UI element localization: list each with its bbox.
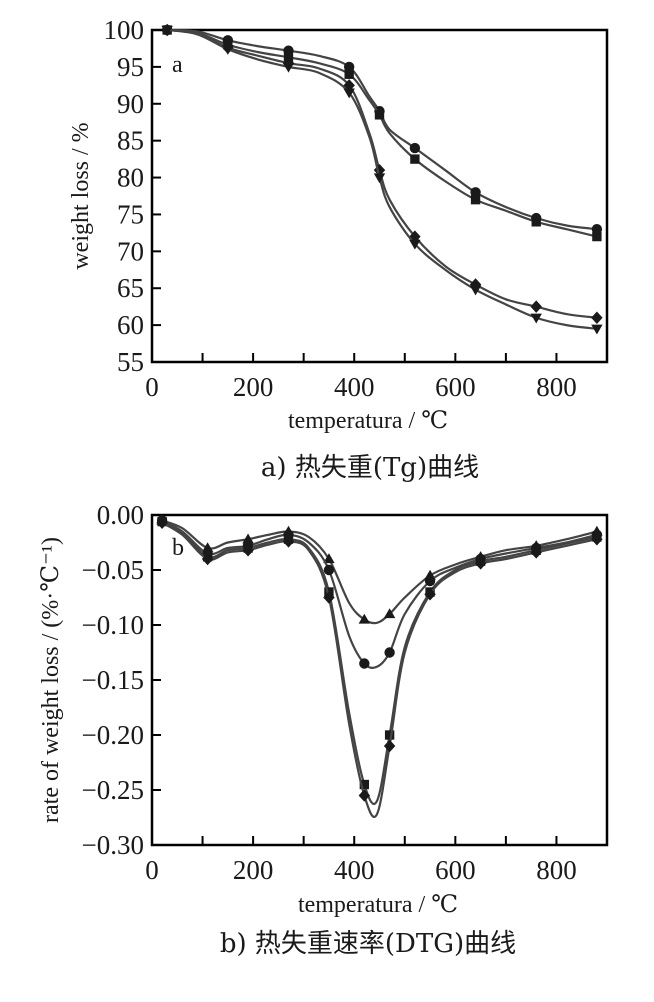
panel-a-series-2-point: [410, 154, 420, 164]
panel-b-series-4-point: [358, 789, 371, 802]
panel-b-ticks: 0 200 400 600 800 −0.30 −0.25 −0.20 −0.15 −0.10 −0…: [82, 500, 577, 885]
panel-b-series-4-point: [156, 516, 168, 529]
panel-b-series-4-point: [424, 587, 436, 601]
panel-a-series-4-point: [282, 62, 295, 73]
y-tick-label: 85: [117, 126, 144, 156]
panel-a-series-2-point: [344, 69, 354, 79]
panel-b-series-4-line: [161, 521, 598, 818]
panel-a-series-4-point: [343, 88, 355, 99]
panel-a-series-1-point: [591, 224, 603, 235]
x-tick-label: 0: [145, 855, 159, 885]
panel-b-chart: 0 200 400 600 800 −0.30 −0.25 −0.20 −0.15 −0.10 −0…: [38, 500, 609, 959]
panel-a-series-3-point: [530, 300, 542, 313]
y-tick-label: 65: [117, 273, 144, 303]
y-tick-label: −0.10: [82, 610, 144, 640]
y-tick-label: 95: [117, 52, 144, 82]
panel-b-series-2-point: [359, 658, 370, 669]
panel-b-series-4-point: [530, 546, 542, 559]
panel-b-series-4-point: [591, 532, 603, 546]
y-tick-label: −0.15: [82, 665, 144, 695]
y-tick-label: 55: [117, 347, 144, 377]
panel-a-plot-frame: [150, 28, 609, 364]
panel-a-ticks: 0 200 400 600 800 55 60 65 70 75 80 85 90 95 100: [104, 15, 577, 402]
x-tick-label: 400: [334, 372, 375, 402]
panel-b-series: [156, 514, 603, 818]
panel-a-series-3-point: [591, 311, 603, 324]
panel-a-series-3-point: [409, 230, 421, 243]
panel-a-series-2-line: [167, 28, 598, 238]
panel-a-series-4-point: [409, 239, 421, 250]
x-tick-label: 200: [233, 855, 274, 885]
x-tick-label: 600: [435, 855, 476, 885]
x-tick-label: 800: [536, 372, 577, 402]
panel-a-caption: a) 热失重(Tg)曲线: [261, 453, 479, 483]
panel-a-x-axis-label: temperatura / ℃: [288, 408, 448, 434]
panel-b-series-4-point: [323, 591, 335, 604]
y-tick-label: 0.00: [97, 500, 144, 530]
panel-b-series-1-point: [323, 553, 335, 564]
panel-a-series-2-point: [592, 231, 602, 242]
y-tick-label: −0.30: [82, 830, 144, 860]
panel-b-series-1-point: [383, 608, 396, 619]
x-tick-label: 200: [233, 372, 274, 402]
y-tick-label: −0.20: [82, 720, 144, 750]
panel-b-x-axis-label: temperatura / ℃: [298, 892, 458, 918]
y-tick-label: 60: [117, 310, 144, 340]
panel-b-series-4-point: [242, 543, 254, 557]
y-tick-label: 100: [104, 15, 145, 45]
x-tick-label: 800: [536, 855, 577, 885]
panel-a-series: [161, 23, 603, 335]
x-tick-label: 0: [145, 372, 159, 402]
panel-b-series-4-point: [474, 557, 487, 570]
panel-b-series-4-point: [201, 552, 214, 566]
y-tick-label: 75: [117, 199, 144, 229]
panel-a-series-2-point: [531, 217, 541, 227]
panel-b-series-2-point: [384, 647, 395, 658]
y-tick-label: −0.05: [82, 555, 144, 585]
panel-a-series-4-point: [373, 173, 386, 184]
y-tick-label: 90: [117, 89, 144, 119]
panel-b-caption: b) 热失重速率(DTG)曲线: [220, 929, 516, 959]
panel-b-series-3-point: [359, 779, 370, 790]
panel-b-series-2-point: [323, 564, 335, 576]
panel-a-series-3-point: [343, 79, 355, 92]
panel-a-series-4-point: [469, 285, 482, 296]
panel-b-series-3-line: [161, 520, 598, 806]
panel-a-series-4-point: [222, 45, 234, 55]
panel-a-series-4-point: [161, 25, 173, 36]
panel-a-series-2-point: [374, 110, 385, 120]
panel-b-letter: b: [172, 535, 184, 561]
panel-a-series-1-line: [167, 28, 598, 231]
panel-a-series-1-point: [409, 142, 421, 154]
panel-a-series-4-point: [530, 313, 542, 324]
panel-a-series-1-point: [343, 61, 355, 73]
panel-a-letter: a: [172, 52, 183, 78]
panel-a-series-4-point: [591, 324, 603, 335]
panel-b-series-1-point: [358, 613, 371, 624]
panel-b-series-1-line: [161, 519, 598, 625]
panel-b-series-3-point: [384, 730, 395, 740]
panel-b-series-2-point: [424, 575, 436, 587]
panel-b-series-4-point: [282, 535, 295, 548]
y-tick-label: 80: [117, 163, 144, 193]
panel-a-series-1-point: [470, 187, 481, 198]
panel-a-y-axis-label: weight loss / %: [68, 122, 94, 269]
x-tick-label: 600: [435, 372, 476, 402]
panel-a-series-2-point: [470, 195, 481, 205]
panel-b-y-axis-label: rate of weight loss / (%·℃⁻¹): [38, 537, 64, 823]
y-tick-label: 70: [117, 236, 144, 266]
y-tick-label: −0.25: [82, 775, 144, 805]
panel-b-series-4-point: [383, 739, 396, 753]
panel-b-series-1-point: [242, 533, 254, 544]
x-tick-label: 400: [334, 855, 375, 885]
panel-a-chart: 0 200 400 600 800 55 60 65 70 75 80 85 90 95 100 a tem…: [68, 15, 609, 483]
